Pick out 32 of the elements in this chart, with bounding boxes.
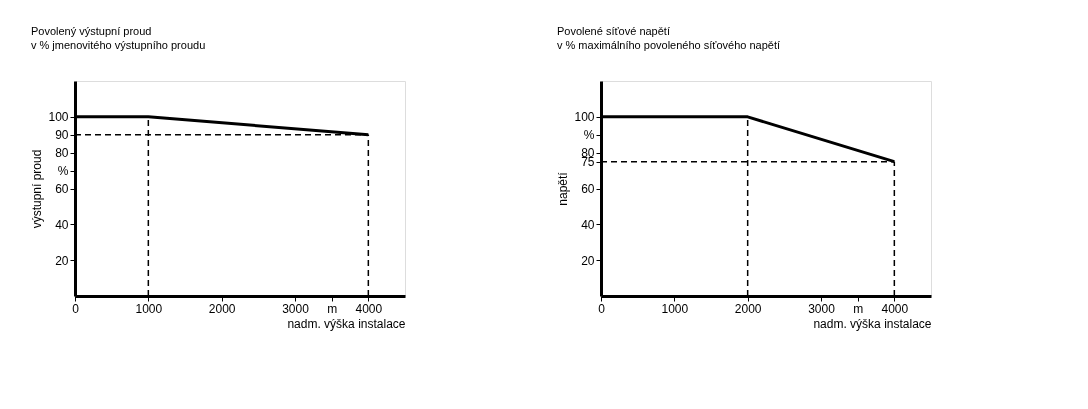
x-tick-label: 1000 [661,301,689,316]
y-tick-label: 40 [581,217,595,232]
y-tick-label: % [57,164,69,179]
x-axis-title: nadm. výška instalace [813,316,932,331]
x-tick-label: 1000 [135,301,163,316]
chart-title: Povolené síťové napětí [556,25,670,37]
x-axis-title: nadm. výška instalace [287,316,406,331]
y-axis-title: napětí [556,171,571,206]
chart-subtitle: v % maximálního povoleného síťového napětí [556,39,781,51]
y-tick-label: 40 [55,217,69,232]
y-tick-label: 80 [55,146,69,161]
x-tick-label: 4000 [355,301,383,316]
x-tick-label: 4000 [881,301,909,316]
x-tick-label: 3000 [282,301,310,316]
y-axis-title: výstupní proud [30,149,45,229]
x-tick-label: m [327,301,338,316]
x-tick-label: 2000 [208,301,236,316]
x-tick-label: m [853,301,864,316]
y-tick-label: 90 [55,128,69,143]
y-tick-label: 60 [581,182,595,196]
y-tick-label: 100 [574,110,595,125]
chart-subtitle: v % jmenovitého výstupního proudu [30,39,206,51]
y-tick-label: 20 [55,253,69,268]
y-tick-label: 20 [581,253,595,268]
chart-title: Povolený výstupní proud [30,25,152,37]
x-tick-label: 0 [72,301,80,316]
x-tick-label: 0 [598,301,606,316]
x-tick-label: 2000 [734,301,762,316]
y-tick-label: 100 [48,110,69,125]
y-tick-label: 60 [55,182,69,196]
y-tick-label: % [583,128,595,143]
x-tick-label: 3000 [808,301,836,316]
